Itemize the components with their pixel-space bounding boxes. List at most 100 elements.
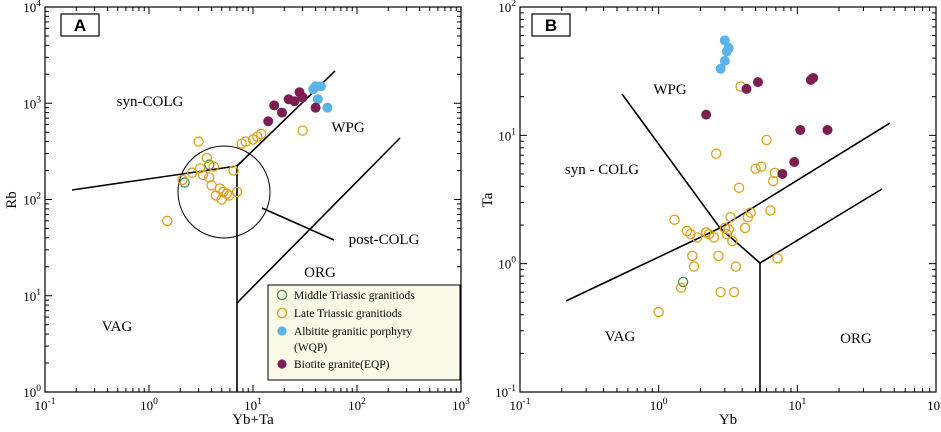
- panel-a-point-biotite: [276, 107, 287, 118]
- legend-label: Late Triassic granitiods: [294, 308, 402, 320]
- panel-a-tag-box: [60, 13, 100, 37]
- panel-a-point-biotite: [269, 100, 280, 111]
- panel-a-y-tick-label: 104: [23, 0, 41, 15]
- panel-b-point-biotite: [741, 83, 752, 94]
- panel-b-point-late: [713, 250, 724, 262]
- panel-b-x-tick-label: 10-1: [510, 397, 531, 413]
- panel-a-boundary-line: [236, 137, 401, 304]
- panel-a-field-label: WPG: [331, 120, 365, 136]
- panel-a-point-middle: [204, 159, 215, 170]
- legend-marker-middle: [276, 289, 288, 301]
- panel-b-point-late: [700, 227, 712, 238]
- panel-b-point-late: [675, 282, 687, 293]
- panel-a-point-late: [194, 163, 206, 174]
- panel-b-x-tick-label: 100: [650, 397, 668, 413]
- panel-b-point-late: [750, 163, 761, 174]
- panel-a-xlabel: Yb+Ta: [232, 412, 274, 428]
- legend-marker-late: [276, 307, 288, 319]
- panel-a-point-late: [240, 136, 251, 147]
- panel-a-tag: A: [74, 16, 86, 35]
- panel-b-field-label: VAG: [605, 329, 636, 345]
- panel-a-point-late: [231, 186, 243, 198]
- panel-b-point-biotite: [777, 168, 788, 179]
- panel-b-point-late: [728, 286, 740, 298]
- panel-b-point-biotite: [808, 72, 819, 83]
- panel-a-point-late: [221, 188, 233, 199]
- panel-a-x-tick-label: 102: [348, 397, 366, 413]
- panel-b-point-middle: [677, 276, 689, 288]
- legend-marker-biotite: [277, 359, 287, 369]
- panel-b-point-late: [756, 161, 767, 172]
- panel-b-point-late: [715, 286, 726, 298]
- panel-b-boundary-line: [719, 122, 891, 229]
- panel-b-point-biotite: [822, 125, 833, 136]
- panel-b-point-late: [730, 261, 742, 272]
- panel-b-tag: B: [545, 16, 557, 35]
- panel-b-point-albitite: [719, 55, 730, 66]
- panel-b-point-late: [745, 207, 756, 218]
- panel-b-tag-box: [531, 13, 571, 37]
- panel-a-point-late: [186, 167, 198, 178]
- panel-a-boundaries: [71, 70, 401, 392]
- panel-b-field-label: syn - COLG: [565, 162, 639, 178]
- panel-a-field-label: VAG: [102, 319, 133, 335]
- panel-a-x-tick-label: 103: [452, 397, 470, 413]
- legend-label: Middle Triassic granitiods: [294, 290, 415, 302]
- panel-b-boundary-line: [621, 93, 721, 229]
- panel-b-point-late: [721, 228, 733, 240]
- panel-a-point-late: [228, 165, 239, 176]
- panel-b-field-label: WPG: [653, 82, 687, 98]
- panel-b-point-late: [723, 224, 734, 235]
- panel-a-field-label: ORG: [304, 265, 336, 281]
- panel-b-point-biotite: [752, 77, 763, 88]
- panel-a-point-biotite: [289, 96, 300, 107]
- panel-a-point-late: [214, 183, 226, 194]
- panel-a-point-late: [297, 125, 308, 136]
- panel-b-point-late: [710, 148, 722, 159]
- panel-a-point-late: [197, 169, 209, 181]
- panel-b-points: [653, 35, 833, 318]
- panel-a-y-tick-label: 102: [23, 192, 41, 208]
- panel-b-point-albitite: [715, 63, 726, 74]
- panel-b-point-late: [761, 134, 772, 146]
- panel-b-point-late: [685, 228, 696, 240]
- panel-b-xlabel: Yb: [719, 412, 737, 428]
- panel-b-point-late: [687, 250, 698, 262]
- panel-a-y-tick-label: 103: [23, 95, 41, 111]
- panel-b-point-late: [669, 214, 680, 225]
- panel-b-point-late: [692, 232, 703, 243]
- panel-b-boundary-line: [759, 188, 883, 264]
- panel-b-point-late: [681, 225, 693, 237]
- panel-b-field-label: ORG: [840, 331, 872, 347]
- panel-a-point-late: [255, 128, 267, 140]
- panel-a-field-labels: syn-COLG WPG post-COLG ORG VAG: [102, 94, 420, 335]
- panel-a-point-late: [201, 152, 213, 164]
- panel-b-y-tick-label: 102: [498, 0, 516, 15]
- panel-a-x-tick-label: 100: [140, 397, 158, 413]
- panel-a-point-late: [193, 136, 204, 147]
- panel-b-point-biotite: [789, 156, 800, 167]
- panel-b-point-albitite: [719, 35, 730, 46]
- panel-a-point-biotite: [263, 116, 274, 127]
- panel-a-points: [162, 81, 333, 227]
- panel-a-y-tick-label: 101: [23, 288, 41, 304]
- panel-a-point-albitite: [322, 102, 333, 113]
- panel-a-point-biotite: [297, 92, 308, 103]
- panel-b-point-late: [653, 306, 664, 318]
- panel-b-field-labels: WPG syn - COLG VAG ORG: [565, 82, 872, 347]
- panel-a-x-tick-label: 101: [244, 397, 262, 413]
- panel-b-point-biotite: [701, 109, 712, 120]
- panel-a-point-biotite: [310, 102, 321, 113]
- panel-a-point-albitite: [315, 81, 326, 92]
- panel-b-boundaries: [565, 93, 891, 392]
- legend-label-line2: (WQP): [294, 342, 327, 354]
- legend-box: [267, 284, 461, 381]
- panel-a-field-label: post-COLG: [349, 232, 420, 248]
- panel-b-point-late: [688, 261, 700, 272]
- panel-b-boundary-line: [565, 227, 721, 302]
- panel-b-point-late: [765, 205, 776, 216]
